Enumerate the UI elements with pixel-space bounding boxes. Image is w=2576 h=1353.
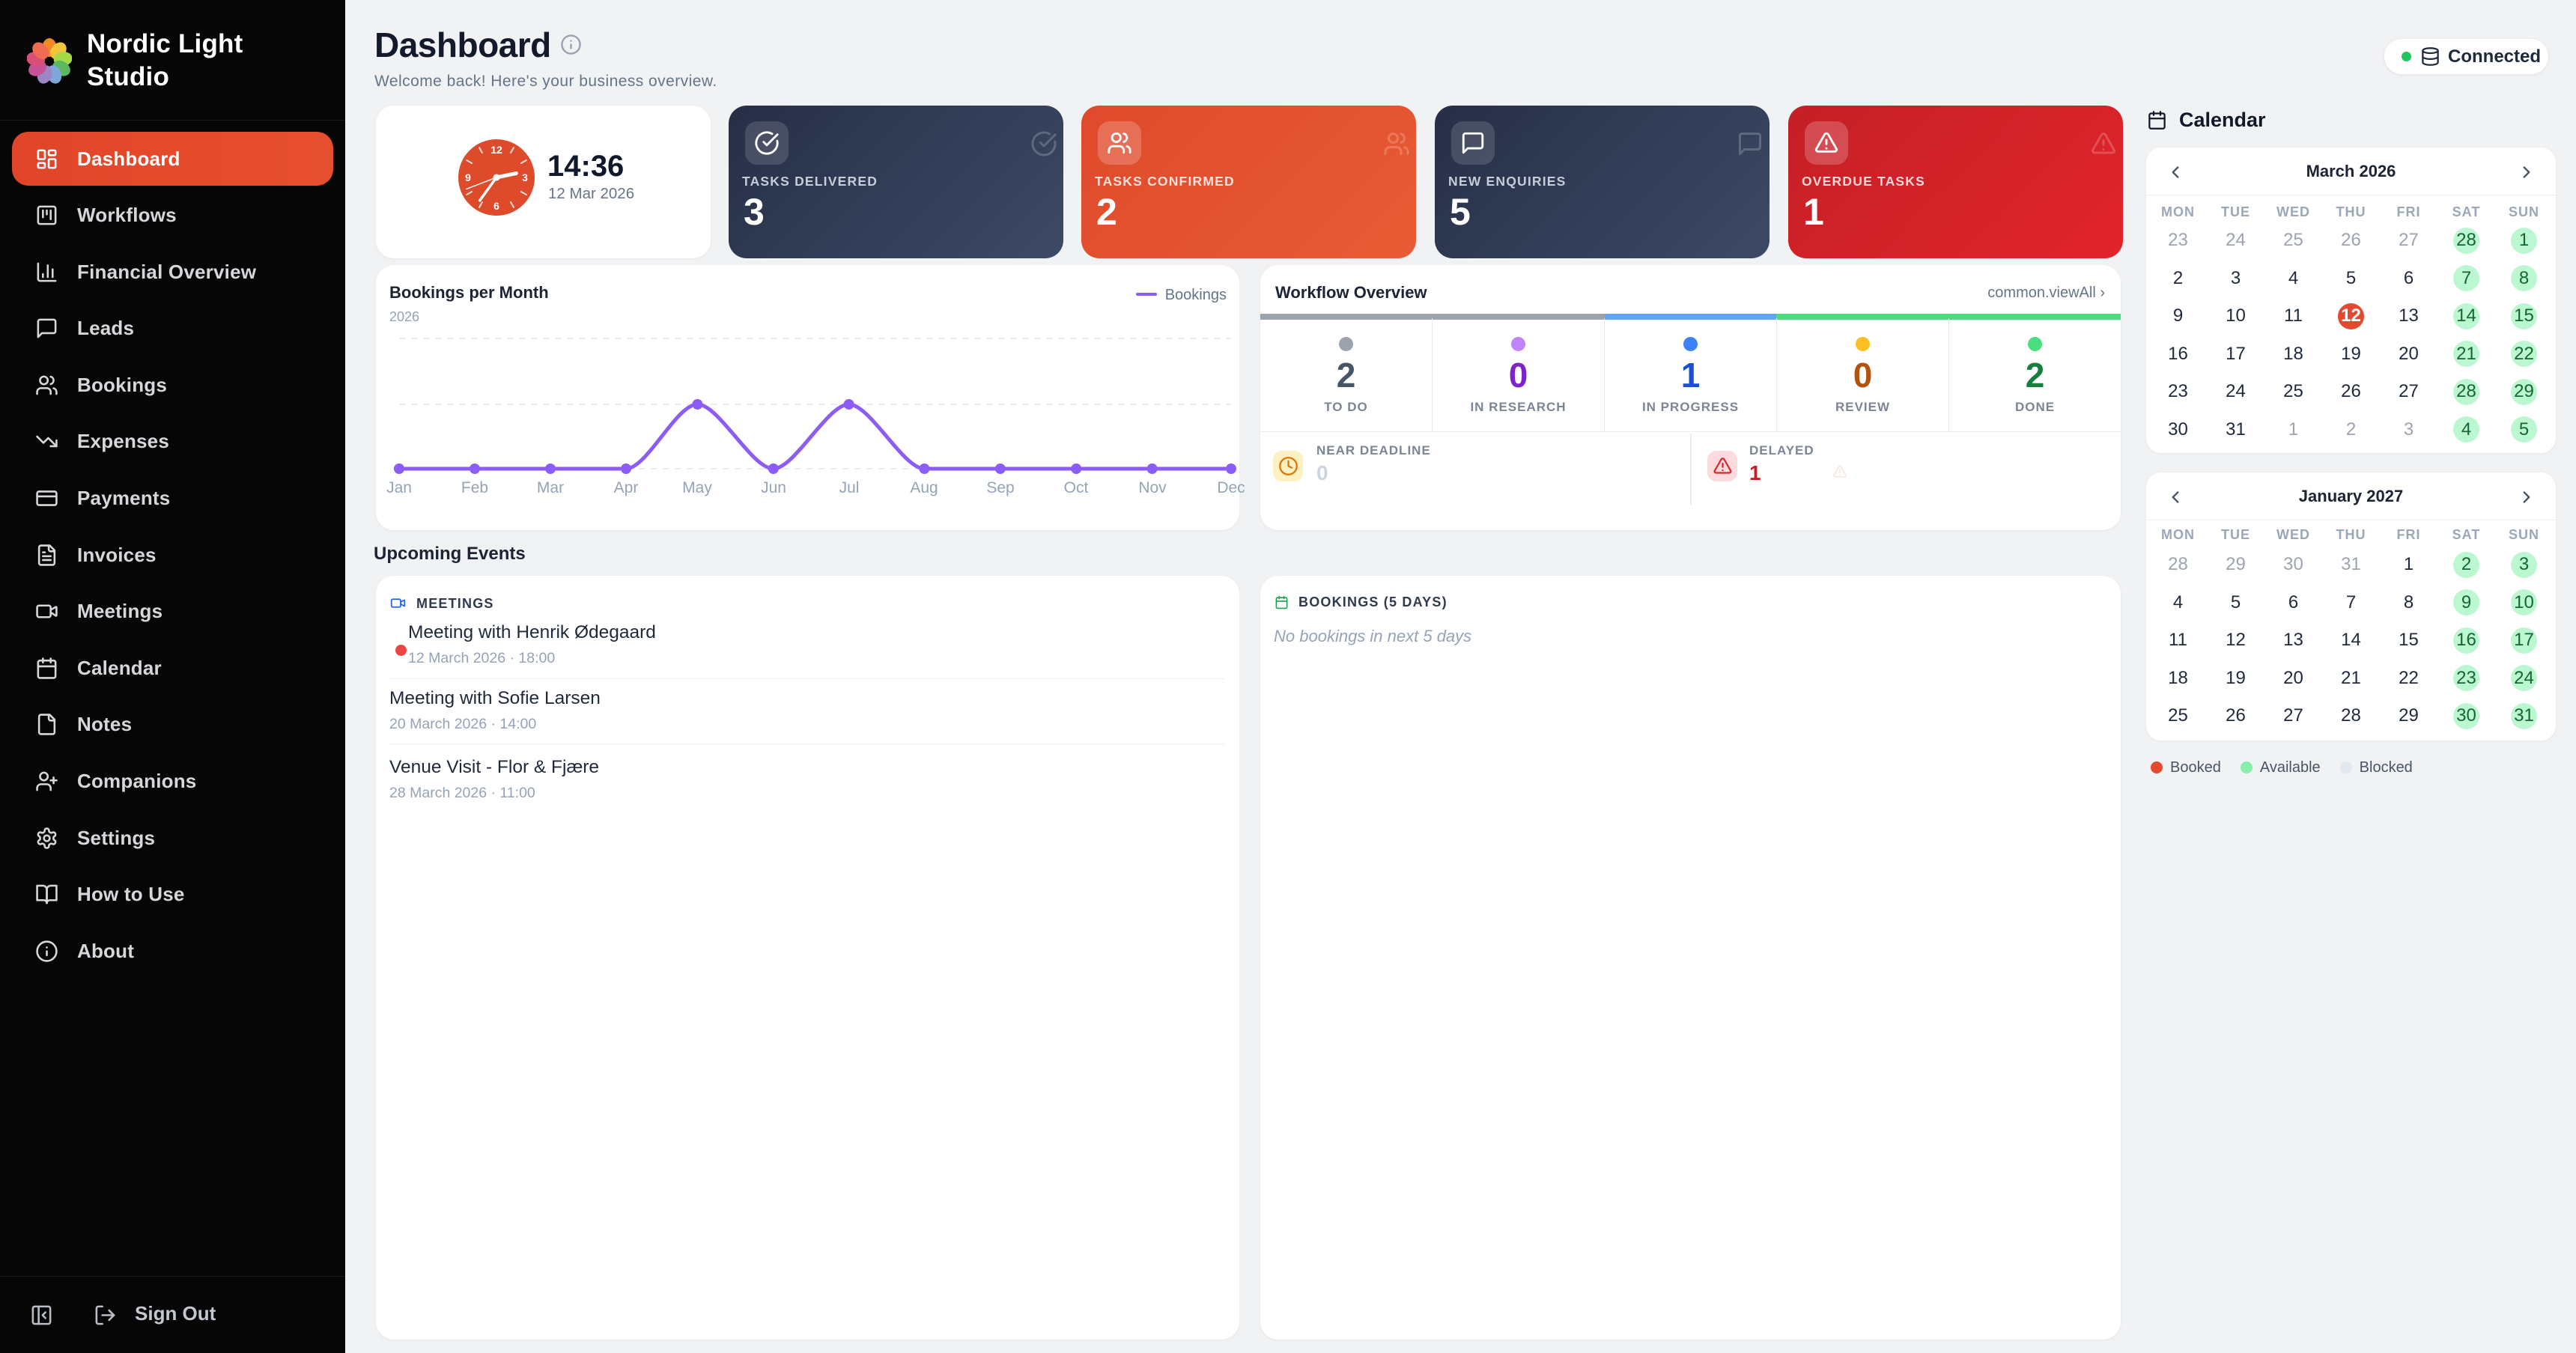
svg-text:Nov: Nov xyxy=(1138,479,1167,496)
svg-text:3: 3 xyxy=(522,171,528,183)
svg-text:6: 6 xyxy=(493,200,499,212)
svg-text:Jan: Jan xyxy=(386,479,412,496)
svg-text:Sep: Sep xyxy=(986,479,1014,496)
svg-text:Jun: Jun xyxy=(761,479,786,496)
svg-text:Aug: Aug xyxy=(910,479,938,496)
svg-text:9: 9 xyxy=(465,171,471,183)
svg-text:Mar: Mar xyxy=(537,479,564,496)
svg-text:Apr: Apr xyxy=(614,479,639,496)
svg-text:12: 12 xyxy=(490,144,502,156)
svg-text:Jul: Jul xyxy=(839,479,860,496)
svg-text:Oct: Oct xyxy=(1064,479,1089,496)
svg-text:May: May xyxy=(682,479,712,496)
svg-text:Dec: Dec xyxy=(1217,479,1245,496)
svg-text:Feb: Feb xyxy=(461,479,488,496)
